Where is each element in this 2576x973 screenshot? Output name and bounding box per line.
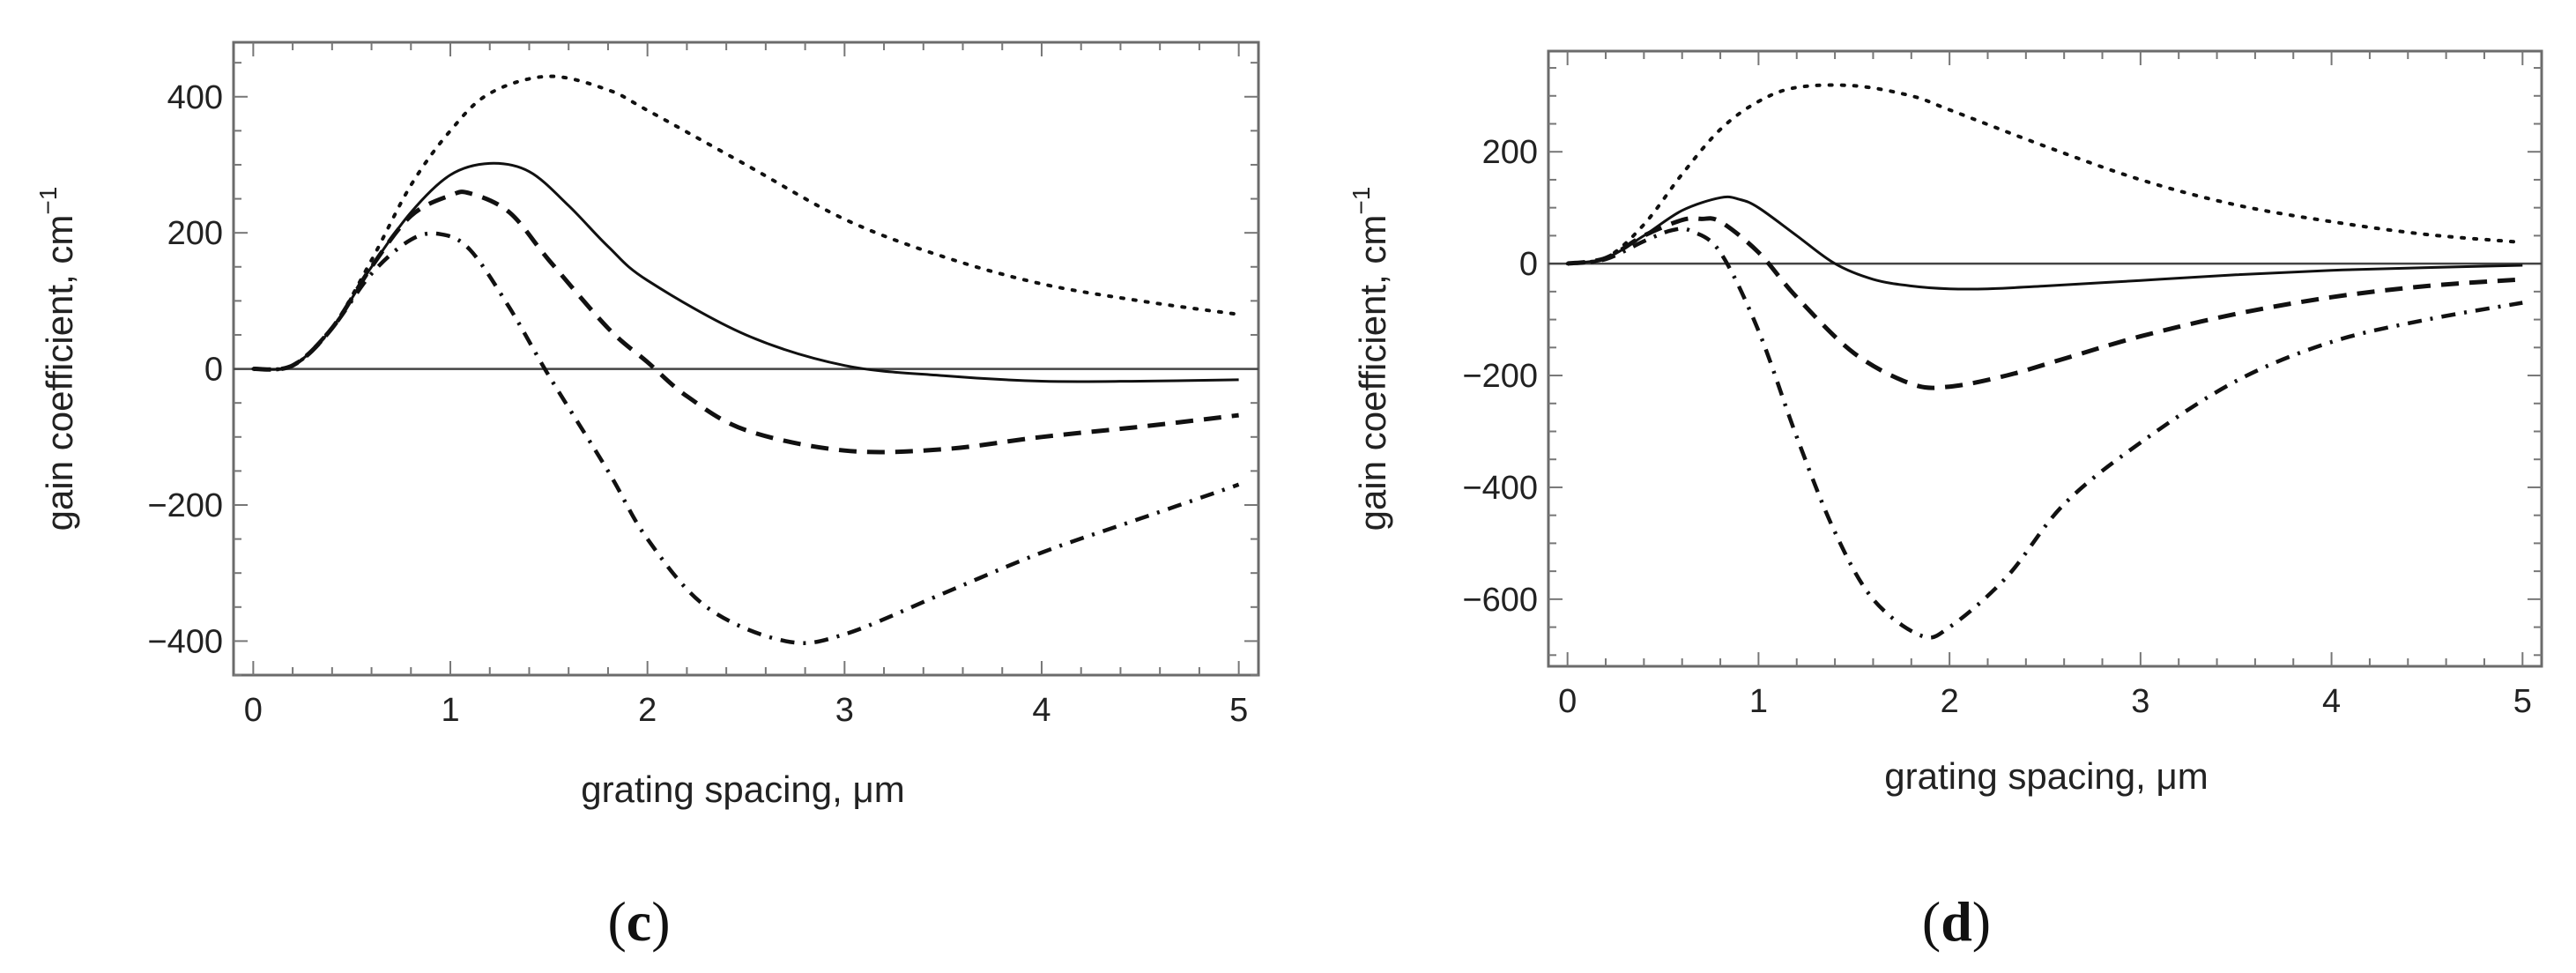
chart-panel-c: −400 −200 0 200 400 0 1 2 3 4 5 gain coefficient,… bbox=[34, 41, 1260, 953]
x-tick-label: 3 bbox=[2131, 683, 2149, 720]
y-tick-label: −200 bbox=[147, 487, 223, 524]
x-axis-label-c: grating spacing, μm bbox=[581, 769, 904, 810]
y-axis-label-exponent-d: −1 bbox=[1347, 187, 1375, 215]
y-axis-label-main-d: gain coefficient, cm bbox=[1352, 215, 1393, 531]
chart-panel-d: −600 −400 −200 0 200 0 1 2 3 4 5 gain coefficient… bbox=[1347, 49, 2543, 953]
x-tick-labels-c: 0 1 2 3 4 5 bbox=[244, 692, 1248, 729]
y-axis-label-c: gain coefficient, cm−1 bbox=[34, 187, 80, 531]
panel-label-c: (c) bbox=[607, 890, 670, 953]
x-tick-label: 4 bbox=[2322, 683, 2341, 720]
x-tick-label: 5 bbox=[1229, 692, 1248, 729]
series-line-dotted bbox=[251, 74, 1241, 372]
y-tick-label: 0 bbox=[1519, 246, 1538, 283]
x-tick-labels-d: 0 1 2 3 4 5 bbox=[1558, 683, 2532, 720]
series-line-dashed bbox=[1567, 216, 2523, 390]
x-tick-label: 2 bbox=[1941, 683, 1959, 720]
y-tick-label: 400 bbox=[167, 79, 223, 116]
y-tick-label: −200 bbox=[1462, 358, 1538, 395]
x-tick-label: 0 bbox=[1558, 683, 1577, 720]
series-line-solid bbox=[253, 161, 1239, 383]
series-line-dash-dot bbox=[1567, 227, 2523, 640]
y-tick-labels-c: −400 −200 0 200 400 bbox=[147, 79, 223, 661]
x-tick-label: 1 bbox=[1749, 683, 1768, 720]
panel-letter-c: c bbox=[627, 890, 651, 953]
y-tick-label: −400 bbox=[147, 623, 223, 660]
x-axis-label-d: grating spacing, μm bbox=[1884, 755, 2208, 797]
series-line-solid bbox=[1567, 195, 2523, 291]
tick-marks-d bbox=[1548, 51, 2542, 666]
x-tick-label: 3 bbox=[835, 692, 854, 729]
x-tick-label: 5 bbox=[2513, 683, 2532, 720]
y-axis-label-exponent-c: −1 bbox=[34, 187, 62, 215]
series-line-dash-dot bbox=[253, 231, 1240, 645]
y-axis-label-d: gain coefficient, cm−1 bbox=[1347, 187, 1393, 531]
series-group-c bbox=[251, 74, 1241, 645]
y-tick-label: −600 bbox=[1462, 582, 1538, 619]
y-axis-label-main-c: gain coefficient, cm bbox=[39, 215, 80, 531]
panel-label-d: (d) bbox=[1922, 890, 1991, 953]
y-tick-label: 200 bbox=[167, 215, 223, 252]
x-tick-label: 1 bbox=[441, 692, 459, 729]
tick-marks-c bbox=[234, 42, 1258, 676]
y-tick-label: 0 bbox=[204, 352, 223, 389]
series-line-dotted bbox=[1565, 83, 2525, 266]
series-group-d bbox=[1565, 83, 2525, 640]
plot-frame-d bbox=[1547, 49, 2543, 668]
y-tick-label: −400 bbox=[1462, 470, 1538, 507]
panel-letter-d: d bbox=[1941, 890, 1972, 953]
x-tick-label: 0 bbox=[244, 692, 263, 729]
plot-frame-c bbox=[232, 41, 1260, 677]
x-tick-label: 4 bbox=[1032, 692, 1050, 729]
series-line-dashed bbox=[253, 189, 1239, 455]
y-tick-labels-d: −600 −400 −200 0 200 bbox=[1462, 134, 1538, 619]
y-tick-label: 200 bbox=[1482, 134, 1538, 171]
x-tick-label: 2 bbox=[638, 692, 657, 729]
